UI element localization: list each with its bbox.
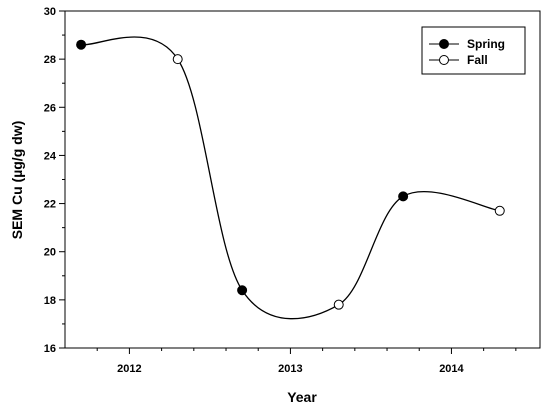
trend-curve <box>81 36 500 320</box>
x-axis-title: Year <box>287 389 317 405</box>
y-tick-label: 30 <box>44 6 56 18</box>
legend-box <box>421 26 526 75</box>
legend: Spring Fall <box>421 26 526 75</box>
x-tick-label: 2014 <box>439 363 464 375</box>
legend-label-fall: Fall <box>467 53 488 67</box>
x-tick-label: 2012 <box>117 363 141 375</box>
y-tick-label: 16 <box>44 343 56 355</box>
y-axis-title: SEM Cu (µg/g dw) <box>9 121 25 240</box>
legend-marker-fall <box>439 55 449 65</box>
y-tick-label: 22 <box>44 199 56 211</box>
y-tick-label: 28 <box>44 54 56 66</box>
fall-point <box>333 299 344 310</box>
data-markers <box>76 39 505 310</box>
y-tick-label: 24 <box>44 150 57 162</box>
spring-point <box>237 285 248 296</box>
legend-label-spring: Spring <box>467 37 505 51</box>
legend-marker-spring <box>439 39 449 49</box>
y-axis-ticks: 16 18 20 22 24 26 28 30 <box>44 6 65 355</box>
fall-point <box>494 205 505 216</box>
x-axis-ticks: 2012 2013 2014 <box>96 348 517 375</box>
spring-point <box>76 39 87 50</box>
fall-point <box>172 54 183 65</box>
x-tick-label: 2013 <box>278 363 302 375</box>
y-tick-label: 20 <box>44 247 56 259</box>
spring-point <box>398 191 409 202</box>
y-tick-label: 18 <box>44 295 56 307</box>
y-tick-label: 26 <box>44 102 56 114</box>
